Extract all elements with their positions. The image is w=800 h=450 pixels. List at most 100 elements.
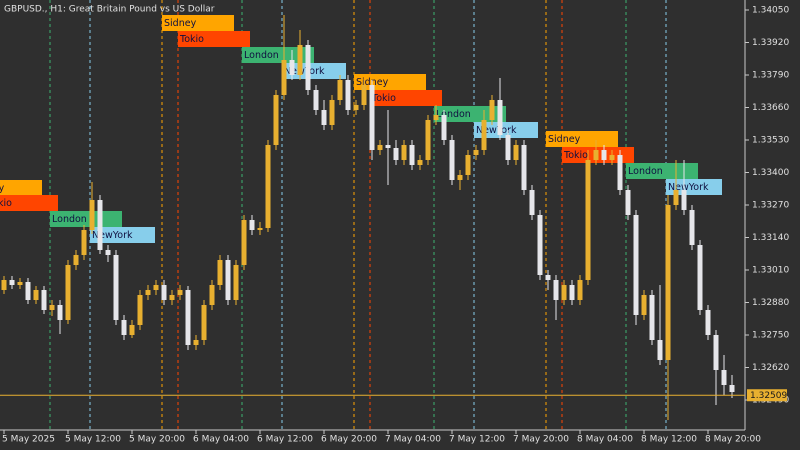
candle-body [481, 120, 487, 150]
candle-body [201, 305, 207, 340]
session-box [666, 179, 722, 195]
candle-body [57, 305, 63, 320]
candle-body [233, 265, 239, 300]
candle-body [497, 100, 503, 135]
candle-body [121, 320, 127, 335]
candle-body [161, 285, 167, 300]
candle-body [49, 305, 55, 310]
candle-body [361, 85, 367, 105]
current-price-label: 1.32509 [750, 391, 787, 401]
candle-body [489, 100, 495, 120]
y-tick-label: 1.33530 [752, 136, 789, 146]
candle-body [65, 265, 71, 320]
y-tick-label: 1.33400 [752, 168, 789, 178]
x-tick-label: 5 May 2025 [2, 435, 55, 445]
candle-body [257, 228, 263, 230]
session-label: NewYork [476, 125, 517, 136]
candle-body [457, 175, 463, 180]
candle-body [465, 155, 471, 175]
session-box [0, 180, 42, 196]
session-box [474, 122, 538, 138]
session-label: Tokio [371, 93, 396, 104]
candle-body [289, 60, 295, 75]
candle-body [353, 105, 359, 110]
candle-body [721, 370, 727, 385]
candle-body [433, 115, 439, 120]
y-tick-label: 1.32880 [752, 298, 789, 308]
candle-body [649, 295, 655, 340]
candle-body [393, 148, 399, 160]
session-box [626, 163, 698, 179]
candle-body [217, 260, 223, 285]
candle-body [385, 145, 391, 148]
session-label: NewYork [284, 66, 325, 77]
candle-body [449, 140, 455, 180]
candle-body [401, 145, 407, 160]
candle-body [569, 285, 575, 300]
candle-body [537, 215, 543, 275]
candle-body [345, 80, 351, 110]
candle-body [273, 95, 279, 145]
candle-body [409, 145, 415, 165]
candle-body [17, 282, 23, 285]
candle-body [249, 220, 255, 230]
session-box [546, 131, 618, 147]
y-tick-label: 1.32750 [752, 331, 789, 341]
candles [1, 15, 735, 420]
session-label: London [628, 166, 663, 177]
candle-body [713, 335, 719, 370]
current-price-box [747, 389, 787, 402]
candle-body [33, 290, 39, 300]
chart-title: GBPUSD., H1: Great Britain Pound vs US D… [4, 5, 215, 15]
candle-body [417, 160, 423, 165]
x-tick-label: 7 May 12:00 [449, 435, 505, 445]
candle-body [73, 255, 79, 265]
candle-body [225, 260, 231, 300]
candle-body [25, 282, 31, 300]
candle-body [9, 280, 15, 285]
candle-body [193, 340, 199, 345]
candle-body [697, 245, 703, 310]
candle-body [553, 280, 559, 300]
candle-body [297, 45, 303, 75]
y-tick-label: 1.33140 [752, 233, 789, 243]
candle-body [673, 190, 679, 205]
candle-body [665, 205, 671, 360]
candle-body [209, 285, 215, 305]
candle-body [425, 120, 431, 160]
session-label: Sidney [548, 134, 581, 145]
candle-body [561, 285, 567, 300]
candle-body [441, 115, 447, 140]
candle-body [153, 285, 159, 290]
candle-body [337, 80, 343, 100]
candle-body [505, 135, 511, 160]
y-tick-label: 1.33790 [752, 71, 789, 81]
session-box [178, 31, 250, 47]
candle-body [81, 230, 87, 255]
candle-body [329, 100, 335, 125]
candle-body [321, 110, 327, 125]
candle-body [377, 145, 383, 150]
session-label: London [436, 109, 471, 120]
candle-body [681, 190, 687, 210]
session-label: Tokio [179, 34, 204, 45]
y-tick-label: 1.34050 [752, 6, 789, 16]
session-box [0, 195, 58, 211]
candle-body [177, 290, 183, 295]
y-tick-label: 1.33920 [752, 38, 789, 48]
session-label: London [52, 214, 87, 225]
candle-body [617, 155, 623, 190]
candle-body [657, 340, 663, 360]
candle-body [513, 145, 519, 160]
session-box [242, 47, 314, 63]
x-tick-label: 7 May 20:00 [513, 435, 569, 445]
candle-body [105, 250, 111, 255]
session-label: Sidney [164, 18, 197, 29]
candle-body [265, 145, 271, 228]
session-box [370, 90, 442, 106]
session-label: Tokio [563, 150, 588, 161]
session-label: London [244, 50, 279, 61]
candle-body [281, 60, 287, 95]
candle-body [169, 295, 175, 300]
